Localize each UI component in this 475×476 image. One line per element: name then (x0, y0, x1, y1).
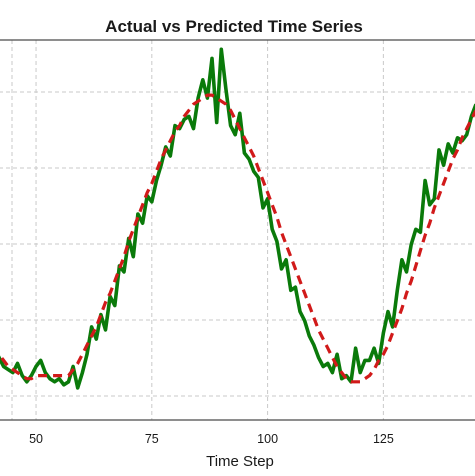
x-tick-label: 50 (29, 432, 43, 446)
series-line-actual-solid (0, 47, 475, 390)
plot-frame (0, 39, 475, 421)
series-line-predicted-dashed (0, 93, 475, 384)
x-tick-labels: 50 75 100 125 (29, 432, 394, 446)
chart-title: Actual vs Predicted Time Series (105, 17, 363, 36)
x-axis-label: Time Step (206, 453, 274, 470)
x-tick-label: 100 (257, 432, 278, 446)
x-tick-label: 125 (373, 432, 394, 446)
x-tick-label: 75 (145, 432, 159, 446)
grid (0, 40, 475, 420)
series-group (0, 47, 475, 390)
